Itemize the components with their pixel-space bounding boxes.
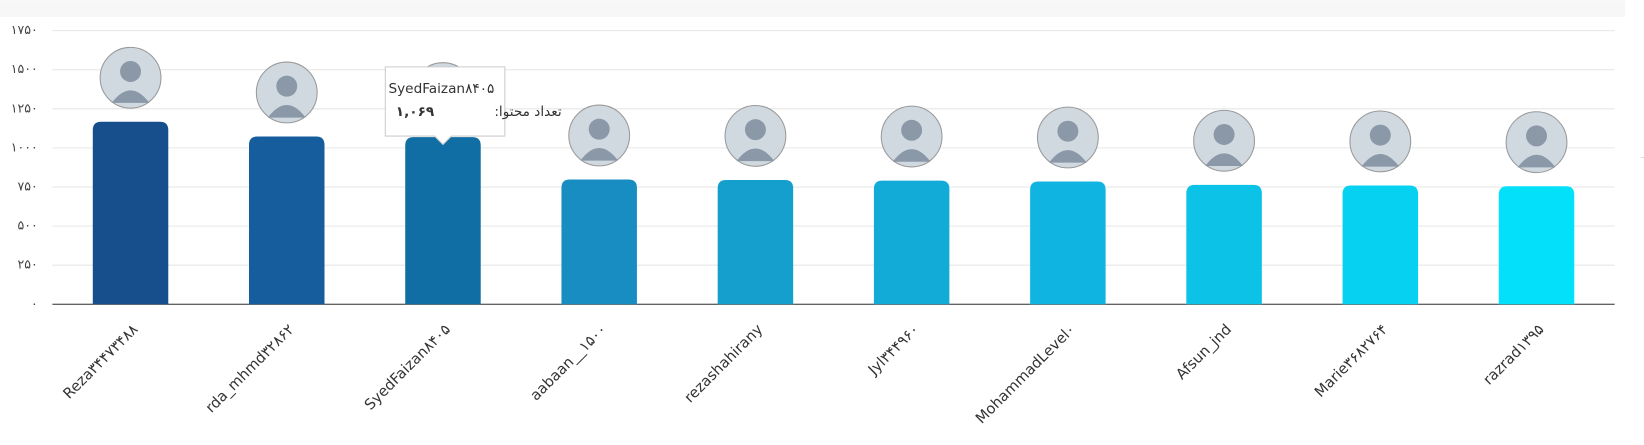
avatar: [1505, 111, 1568, 174]
tooltip-label: تعداد محتوا:: [494, 104, 562, 120]
x-tick-label: MohammadLevel۰: [973, 321, 1079, 427]
avatar: [1193, 109, 1256, 172]
avatar-body: [736, 148, 775, 162]
x-tick-label: rezashahirany: [681, 321, 767, 407]
avatar-body: [1205, 153, 1243, 166]
avatar-body: [1361, 153, 1400, 167]
y-tick-label: ۰: [31, 296, 38, 311]
y-tick-label: ۲۵۰: [17, 257, 37, 272]
tooltip-value: ۱,۰۶۹: [396, 104, 435, 120]
avatar-head: [901, 119, 923, 141]
avatar-head: [1213, 124, 1235, 145]
avatar: [880, 105, 943, 168]
x-tick-label: SyedFaizan۸۴۰۵: [361, 321, 454, 414]
avatar-head: [744, 119, 766, 141]
y-tick-label: ۱۵۰۰: [11, 61, 38, 76]
avatar-head: [1526, 125, 1548, 147]
avatar-head: [1057, 120, 1079, 142]
avatar-head: [1369, 124, 1391, 146]
avatar-head: [588, 118, 610, 140]
bar: [1498, 186, 1575, 305]
avatar: [724, 104, 787, 167]
avatar-body: [1517, 154, 1556, 168]
avatar: [1036, 106, 1099, 169]
y-tick-label: ۱۲۵۰: [11, 100, 38, 115]
x-tick-label: razrad۱۳۹۵: [1480, 321, 1548, 389]
avatar-head: [276, 75, 298, 97]
tooltip-box: [384, 66, 506, 146]
bar: [1186, 184, 1262, 305]
y-tick-label: ۵۰۰: [17, 218, 37, 233]
avatar-head: [120, 60, 142, 82]
bar: [405, 137, 481, 305]
x-tick-label: Afsun_jnd: [1173, 321, 1235, 383]
x-tick-label: Jyl۳۴۴۹۶۰: [864, 321, 922, 379]
bar: [561, 179, 637, 305]
y-tick-label: ۱۷۵۰: [11, 22, 38, 37]
bar: [717, 179, 794, 305]
x-tick-label: Reza۳۴۴۷۳۴۸۸: [60, 321, 142, 403]
y-tick-label: ۷۵۰: [17, 179, 37, 194]
avatar-body: [111, 90, 150, 103]
avatar-body: [1048, 150, 1087, 163]
avatar-body: [580, 148, 619, 161]
header-strip: [0, 0, 1626, 18]
tooltip-title: SyedFaizan۸۴۰۵: [388, 81, 494, 97]
avatar: [1349, 110, 1412, 173]
avatar: [568, 104, 631, 167]
avatar-body: [267, 105, 306, 118]
bar: [92, 121, 169, 305]
avatar: [99, 46, 162, 109]
x-tick-label: Marie۳۶۸۲۷۶۴: [1311, 321, 1391, 401]
y-tick-label: ۱۰۰۰: [11, 139, 38, 154]
bar: [873, 180, 950, 305]
avatar: [255, 61, 318, 124]
bar: [1030, 181, 1106, 305]
bar: [249, 136, 325, 305]
x-tick-label: rda_mhmd۳۲۸۶۲: [202, 321, 297, 416]
avatar-body: [892, 149, 931, 162]
bar: [1342, 185, 1419, 305]
x-tick-label: aabaan__۱۵۰۰: [527, 321, 610, 404]
